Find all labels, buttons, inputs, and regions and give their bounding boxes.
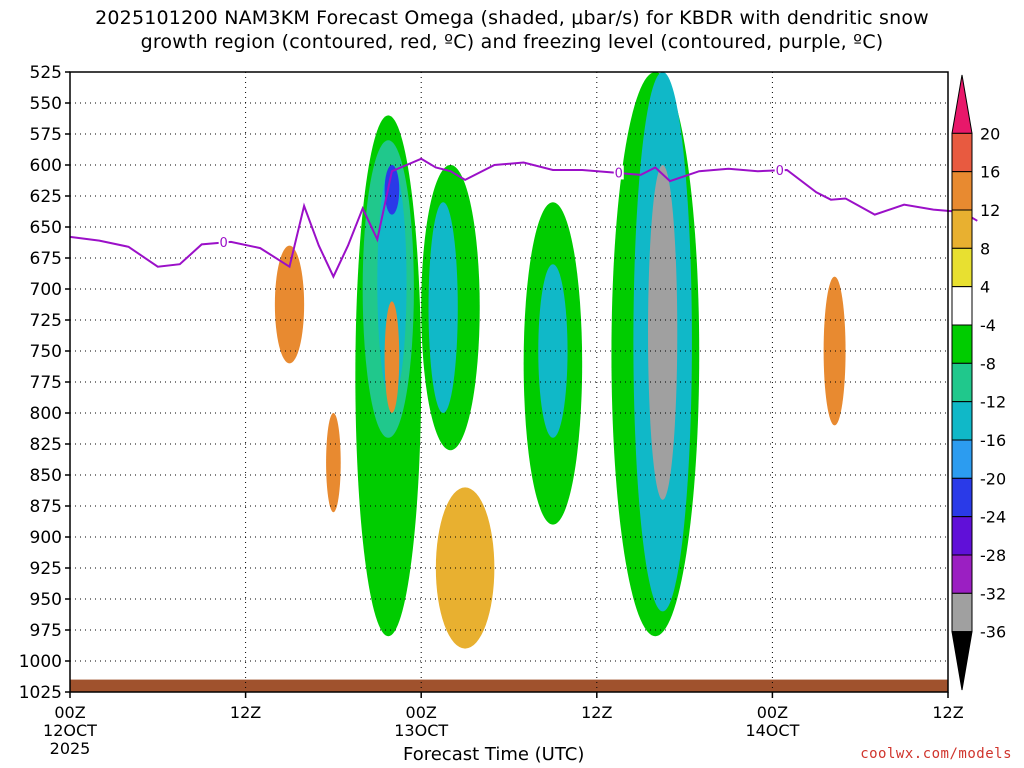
y-tick-label: 850 [30,466,62,486]
y-tick-label: 925 [30,559,62,579]
colorbar-label: -8 [980,354,996,373]
y-tick-label: 1025 [19,683,62,703]
colorbar-label: -32 [980,584,1006,603]
omega-region [274,245,305,364]
x-tick-label: 00Z [54,703,85,722]
colorbar-label: 20 [980,124,1000,143]
x-tick-label: 12Z [581,703,612,722]
y-axis-ticks: 525 550 575 600 625 650 675 700 725 750 775 800 825 8… [19,63,70,703]
y-tick-label: 750 [30,342,62,362]
credit-link[interactable]: coolwx.com/models [860,746,1012,762]
freezing-level-line [69,157,978,279]
y-tick-label: 875 [30,497,62,517]
colorbar-segment [951,247,973,288]
colorbar-label: 16 [980,163,1000,182]
y-tick-label: 700 [30,280,62,300]
omega-colorbar: 20 16 12 8 4 -4 -8 -12 -16 -20 -24 -28 -32 -36 [951,74,1006,691]
colorbar-segment [951,209,973,249]
colorbar-label: -12 [980,393,1006,412]
y-tick-label: 525 [30,63,62,83]
omega-region [538,264,568,438]
y-tick-label: 600 [30,156,62,176]
y-tick-label: 900 [30,528,62,548]
colorbar-segment [951,132,973,173]
x-tick-label: 13OCT [394,721,448,740]
y-tick-label: 650 [30,218,62,238]
colorbar-label: -4 [980,316,996,335]
ground-surface [70,679,948,692]
y-tick-label: 675 [30,249,62,269]
chart-title: 2025101200 NAM3KM Forecast Omega (shaded… [0,6,1024,54]
colorbar-segment [951,439,973,479]
freezing-level-label: 0 [220,236,228,251]
colorbar-label: 12 [980,201,1000,220]
colorbar-segment [951,592,973,633]
colorbar-label: -20 [980,469,1006,488]
omega-region [428,202,458,413]
omega-region [377,164,407,401]
colorbar-label: 4 [980,278,990,297]
y-tick-label: 550 [30,94,62,114]
x-tick-label: 12OCT [43,721,97,740]
colorbar-label: -36 [980,623,1006,642]
y-tick-label: 625 [30,187,62,207]
freezing-label-bg [218,234,229,249]
colorbar-segment [951,362,973,403]
colorbar-label: -24 [980,508,1006,527]
freezing-level-label: 0 [776,164,784,179]
freezing-label-bg [774,162,785,177]
colorbar-cap-bottom [951,631,973,691]
freezing-label-bg [613,165,624,180]
x-axis-label: Forecast Time (UTC) [403,744,585,765]
colorbar-label: -28 [980,546,1006,565]
x-tick-label: 00Z [757,703,788,722]
x-tick-label: 12Z [932,703,963,722]
colorbar-cap-top [951,74,973,134]
colorbar-label: -16 [980,431,1006,450]
freezing-level-label: 0 [615,166,623,181]
colorbar-segment [951,554,973,594]
colorbar-segment [951,401,973,441]
y-tick-label: 950 [30,590,62,610]
y-tick-label: 975 [30,621,62,641]
x-tick-label: 2025 [50,739,91,758]
x-tick-label: 14OCT [745,721,799,740]
y-tick-label: 1000 [19,652,62,672]
colorbar-segment [951,516,973,556]
plot-background [70,72,948,692]
y-tick-label: 800 [30,404,62,424]
freezing-level-contour: 0 0 0 [69,157,978,279]
omega-region [823,276,846,426]
colorbar-segment [951,286,973,326]
ground-strip [70,679,948,692]
chart-title-line1: 2025101200 NAM3KM Forecast Omega (shaded… [95,7,929,29]
x-tick-label: 00Z [406,703,437,722]
y-tick-label: 825 [30,435,62,455]
y-tick-label: 775 [30,373,62,393]
omega-shading [274,72,846,649]
colorbar-label: 8 [980,239,990,258]
colorbar-segment [951,171,973,211]
y-tick-label: 575 [30,125,62,145]
chart-title-line2: growth region (contoured, red, ºC) and f… [140,31,884,53]
colorbar-segment [951,477,973,518]
omega-region [326,413,341,513]
omega-region [384,301,400,414]
y-tick-label: 725 [30,311,62,331]
colorbar-segment [951,324,973,364]
x-tick-label: 12Z [230,703,261,722]
omega-region [384,165,400,215]
omega-region [648,165,678,500]
